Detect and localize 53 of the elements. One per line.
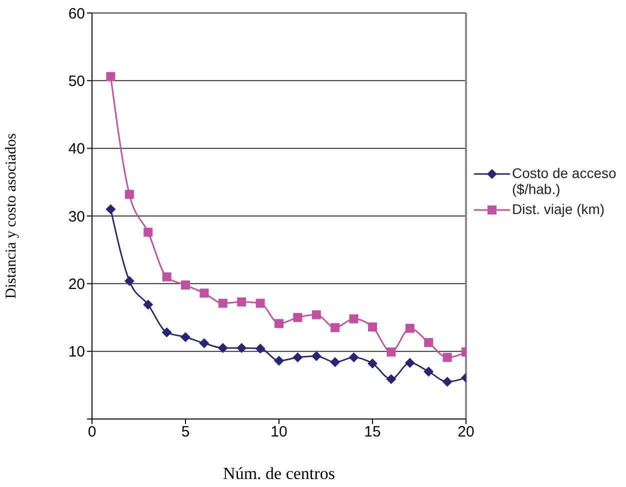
x-tick-label: 5: [181, 424, 190, 441]
point: [255, 344, 266, 354]
point: [311, 351, 322, 362]
point: [442, 376, 452, 387]
point: [405, 324, 414, 333]
point: [368, 322, 377, 332]
point: [180, 332, 190, 342]
point: [236, 342, 247, 353]
point: [237, 297, 246, 306]
point: [424, 338, 434, 348]
point: [124, 276, 134, 286]
point: [386, 348, 396, 357]
point: [218, 342, 228, 353]
point: [404, 358, 415, 368]
legend-label: Costo de acceso ($/hab.): [512, 165, 618, 197]
x-axis-title: Núm. de centros: [223, 464, 335, 483]
y-tick-label: 40: [68, 140, 85, 158]
point: [368, 358, 378, 369]
point: [274, 319, 284, 328]
point: [274, 356, 284, 366]
point: [256, 298, 265, 308]
x-tick-label: 0: [88, 424, 96, 441]
y-tick-label: 60: [68, 5, 85, 22]
point: [292, 352, 303, 362]
point: [143, 300, 154, 310]
y-axis-title: Distancia y costo asociados: [3, 133, 20, 299]
point: [200, 288, 209, 298]
point: [199, 338, 210, 348]
point: [181, 280, 190, 290]
point: [349, 314, 358, 324]
point: [106, 72, 116, 82]
point: [386, 374, 396, 384]
y-tick-label: 10: [68, 344, 85, 361]
point: [144, 228, 153, 237]
point: [424, 366, 434, 377]
point: [312, 310, 321, 320]
point: [330, 323, 340, 332]
point: [218, 298, 228, 308]
point: [442, 352, 452, 362]
point: [293, 313, 302, 322]
y-tick-label: 20: [68, 276, 85, 293]
point: [162, 327, 172, 338]
point: [124, 190, 134, 199]
x-tick-label: 15: [364, 424, 381, 441]
point: [162, 272, 172, 282]
legend-label: Dist. viaje (km): [512, 201, 606, 217]
x-tick-label: 20: [458, 424, 474, 441]
y-tick-label: 30: [68, 208, 85, 226]
x-tick-label: 10: [270, 424, 288, 441]
point: [348, 352, 359, 362]
point: [330, 357, 340, 368]
point: [106, 204, 116, 214]
y-tick-label: 50: [68, 72, 85, 90]
